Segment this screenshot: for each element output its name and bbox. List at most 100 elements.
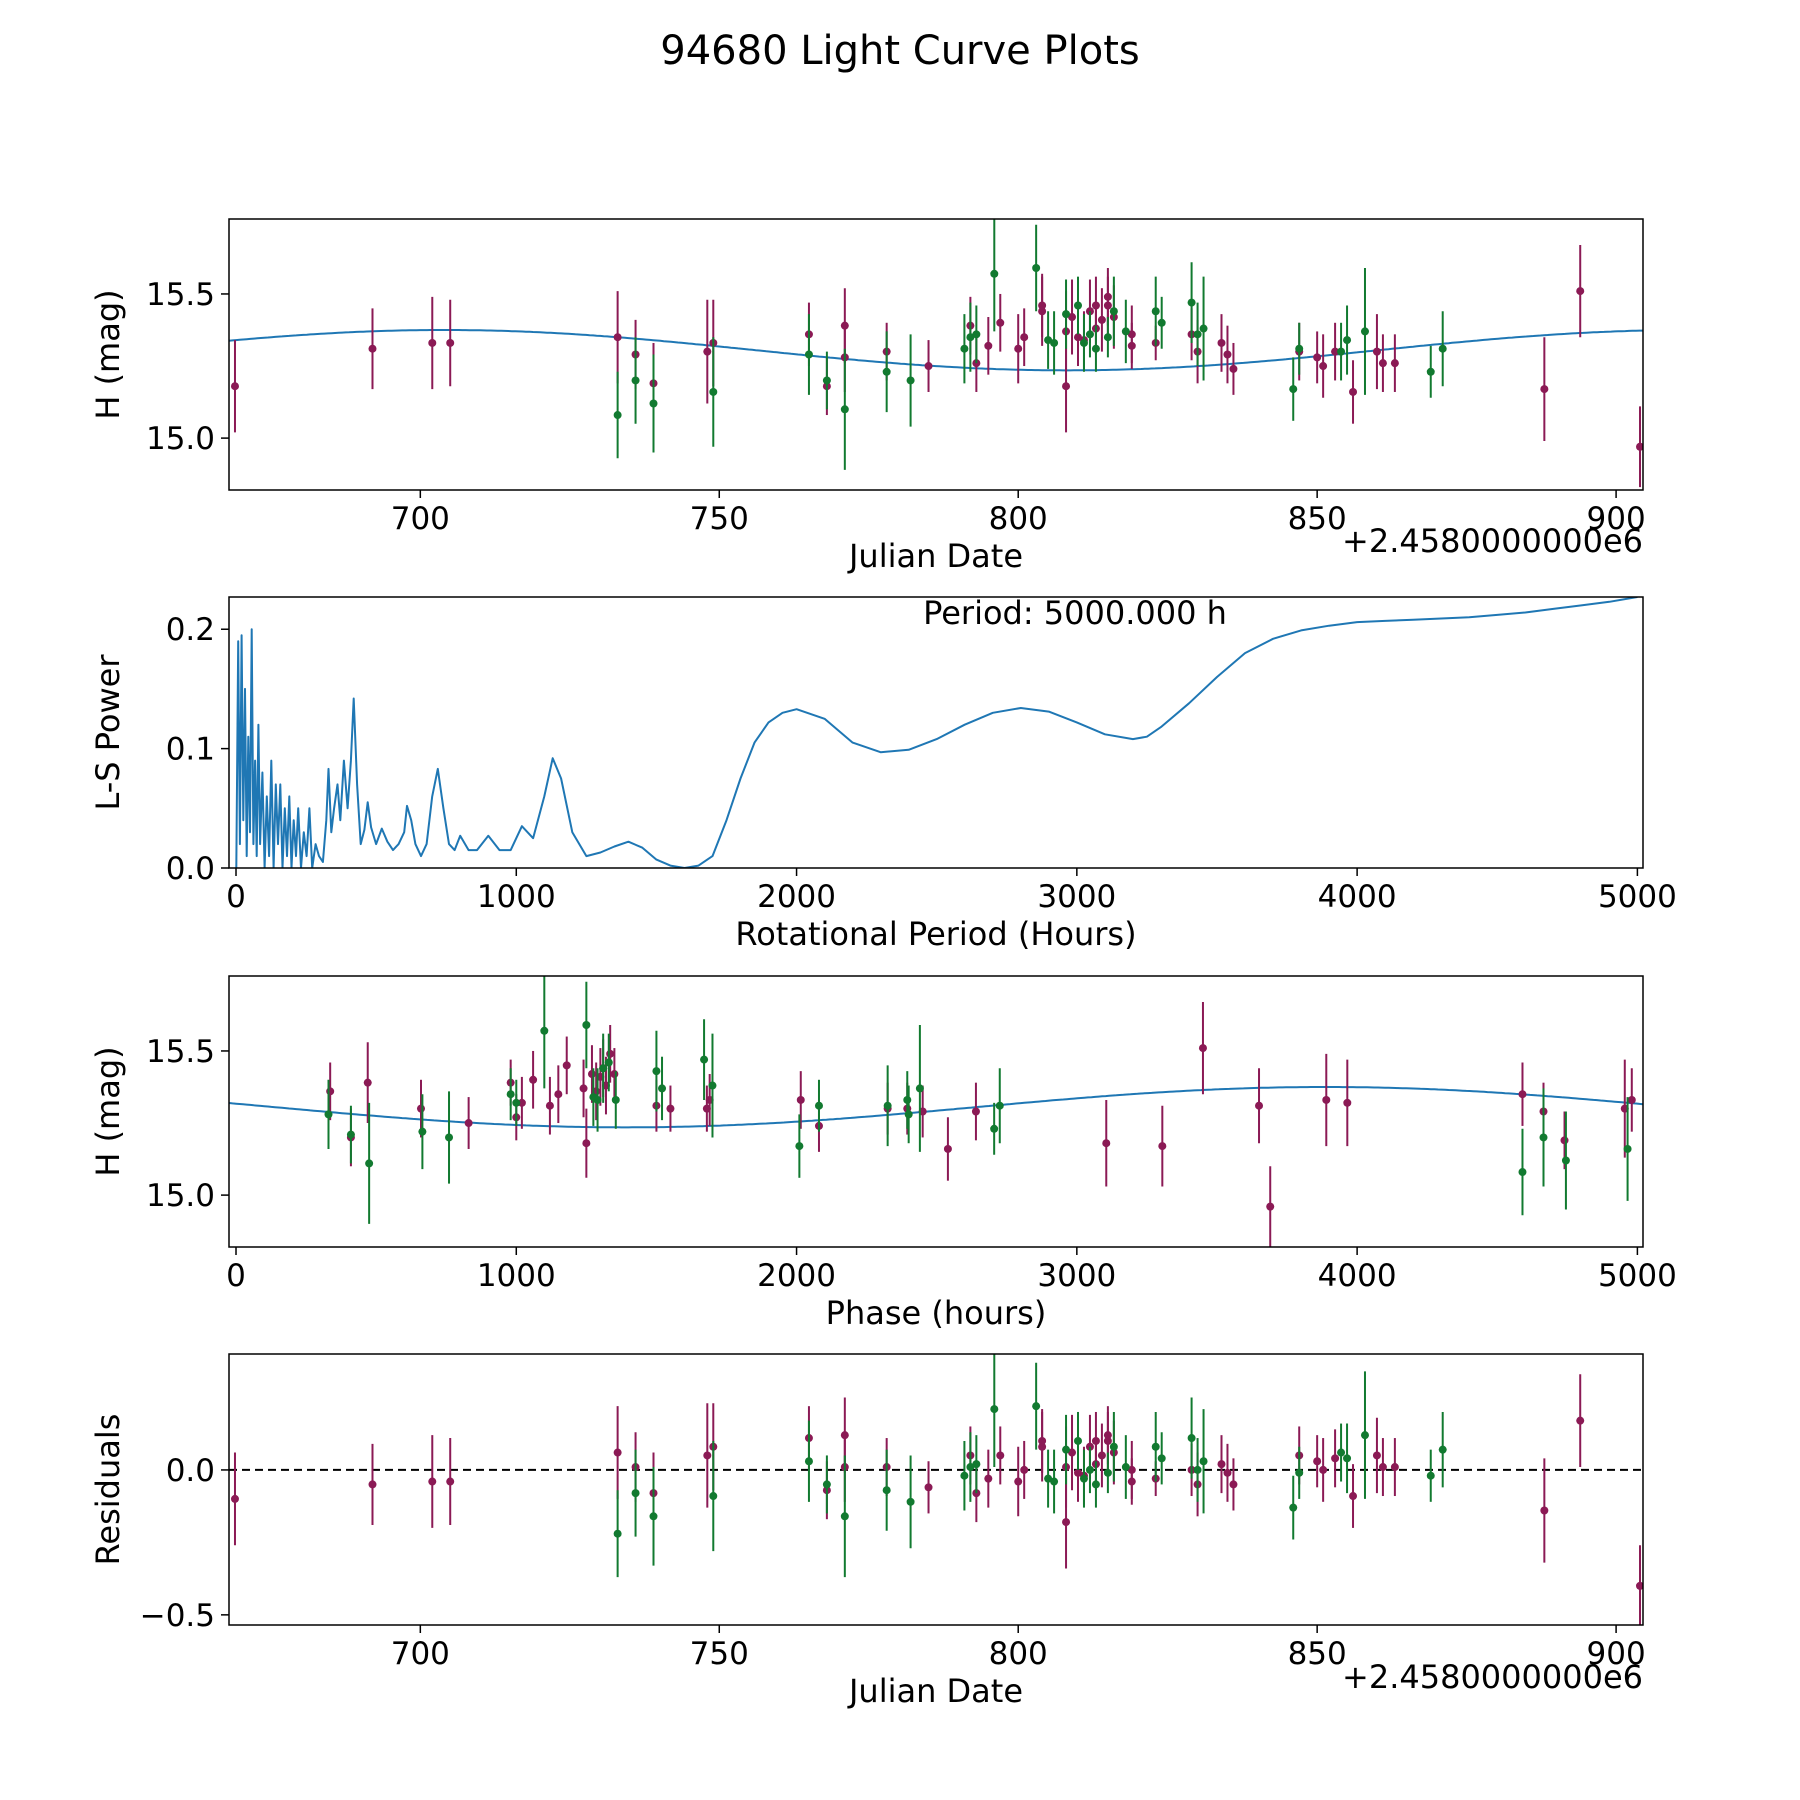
data-point [966,333,975,342]
data-point [1062,1518,1071,1527]
data-point [529,1075,538,1084]
data-point [1255,1101,1264,1110]
x-tick-label: 700 [391,1636,450,1672]
data-point [943,1144,952,1153]
axes-frame [228,975,1644,1248]
data-point [1295,1468,1304,1477]
y-axis-label: Residuals [89,1414,127,1566]
x-tick-label: 0 [226,879,246,915]
data-point [613,1448,622,1457]
data-point [822,1480,831,1489]
data-point [1121,1463,1130,1472]
data-point [1127,1477,1136,1486]
data-point [708,1081,717,1090]
data-point [1627,1095,1636,1104]
data-point [1217,338,1226,347]
data-point [1343,1454,1352,1463]
series-filter-b [324,976,1632,1224]
data-point [906,376,915,385]
data-point [506,1090,515,1099]
data-point [804,1457,813,1466]
data-point [416,1104,425,1113]
data-point [1229,1480,1238,1489]
data-point [587,1070,596,1079]
data-point [1103,292,1112,301]
data-point [1223,1468,1232,1477]
data-point [924,362,933,371]
data-point [1062,1445,1071,1454]
panel-periodogram: 0 1000 2000 3000 4000 5000 0.0 0.1 0.2 Rotational… [89,594,1677,953]
data-point [1337,347,1346,356]
data-point [1539,1133,1548,1142]
data-point [906,1497,915,1506]
data-point [1360,1431,1369,1440]
data-point [996,318,1005,327]
data-point [960,344,969,353]
data-point [606,1049,615,1058]
data-point [1289,1503,1298,1512]
data-point [611,1095,620,1104]
data-point [822,376,831,385]
data-point [703,347,712,356]
data-point [545,1101,554,1110]
y-tick-label: 0.2 [166,612,215,648]
x-axis-label: Julian Date [847,1672,1023,1710]
data-point [1295,344,1304,353]
data-point [1623,1144,1632,1153]
data-point [1038,301,1047,310]
data-point [1289,385,1298,394]
data-point [652,1067,661,1076]
data-point [649,399,658,408]
series-filter-a [230,1374,1643,1625]
data-point [840,1512,849,1521]
data-point [990,1405,999,1414]
model-fit-line [229,1086,1643,1129]
data-point [1426,367,1435,376]
x-tick-label: 800 [989,1636,1048,1672]
data-point [966,1463,975,1472]
x-tick-label: 850 [1288,501,1347,537]
data-point [1062,310,1071,319]
data-point [446,338,455,347]
x-tick-label: 1000 [477,1258,556,1294]
x-axis-label: Phase (hours) [826,1294,1047,1332]
data-point [1079,338,1088,347]
data-point [1073,1436,1082,1445]
data-point [1097,315,1106,324]
y-tick-label: 0.1 [166,732,215,768]
data-point [1187,298,1196,307]
data-point [1319,362,1328,371]
y-axis-label: L-S Power [89,654,127,811]
data-point [1319,1465,1328,1474]
data-point [840,405,849,414]
data-point [703,1451,712,1460]
data-point [1109,307,1118,316]
data-point [1157,1454,1166,1463]
panel-phased: 0 1000 2000 3000 4000 5000 15.0 15.5 Phase (hour… [89,975,1677,1332]
data-point [1091,344,1100,353]
data-point [1032,1402,1041,1411]
data-point [1193,1465,1202,1474]
data-point [363,1078,372,1087]
data-point [1085,330,1094,339]
data-point [1157,318,1166,327]
x-tick-label: 4000 [1318,1258,1397,1294]
data-point [582,1021,591,1030]
data-point [582,1139,591,1148]
data-point [990,1124,999,1133]
data-point [996,1451,1005,1460]
y-tick-label: 0.0 [166,1453,215,1489]
data-point [1193,330,1202,339]
data-point [599,1064,608,1073]
data-point [562,1061,571,1070]
data-point [1073,1468,1082,1477]
data-point [631,1489,640,1498]
data-point [1378,1463,1387,1472]
y-tick-label: 15.5 [146,277,215,313]
data-point [1091,1480,1100,1489]
data-point [984,1474,993,1483]
x-tick-label: 0 [226,1258,246,1294]
data-point [1073,333,1082,342]
data-point [1062,382,1071,391]
y-tick-label: 15.0 [146,421,215,457]
